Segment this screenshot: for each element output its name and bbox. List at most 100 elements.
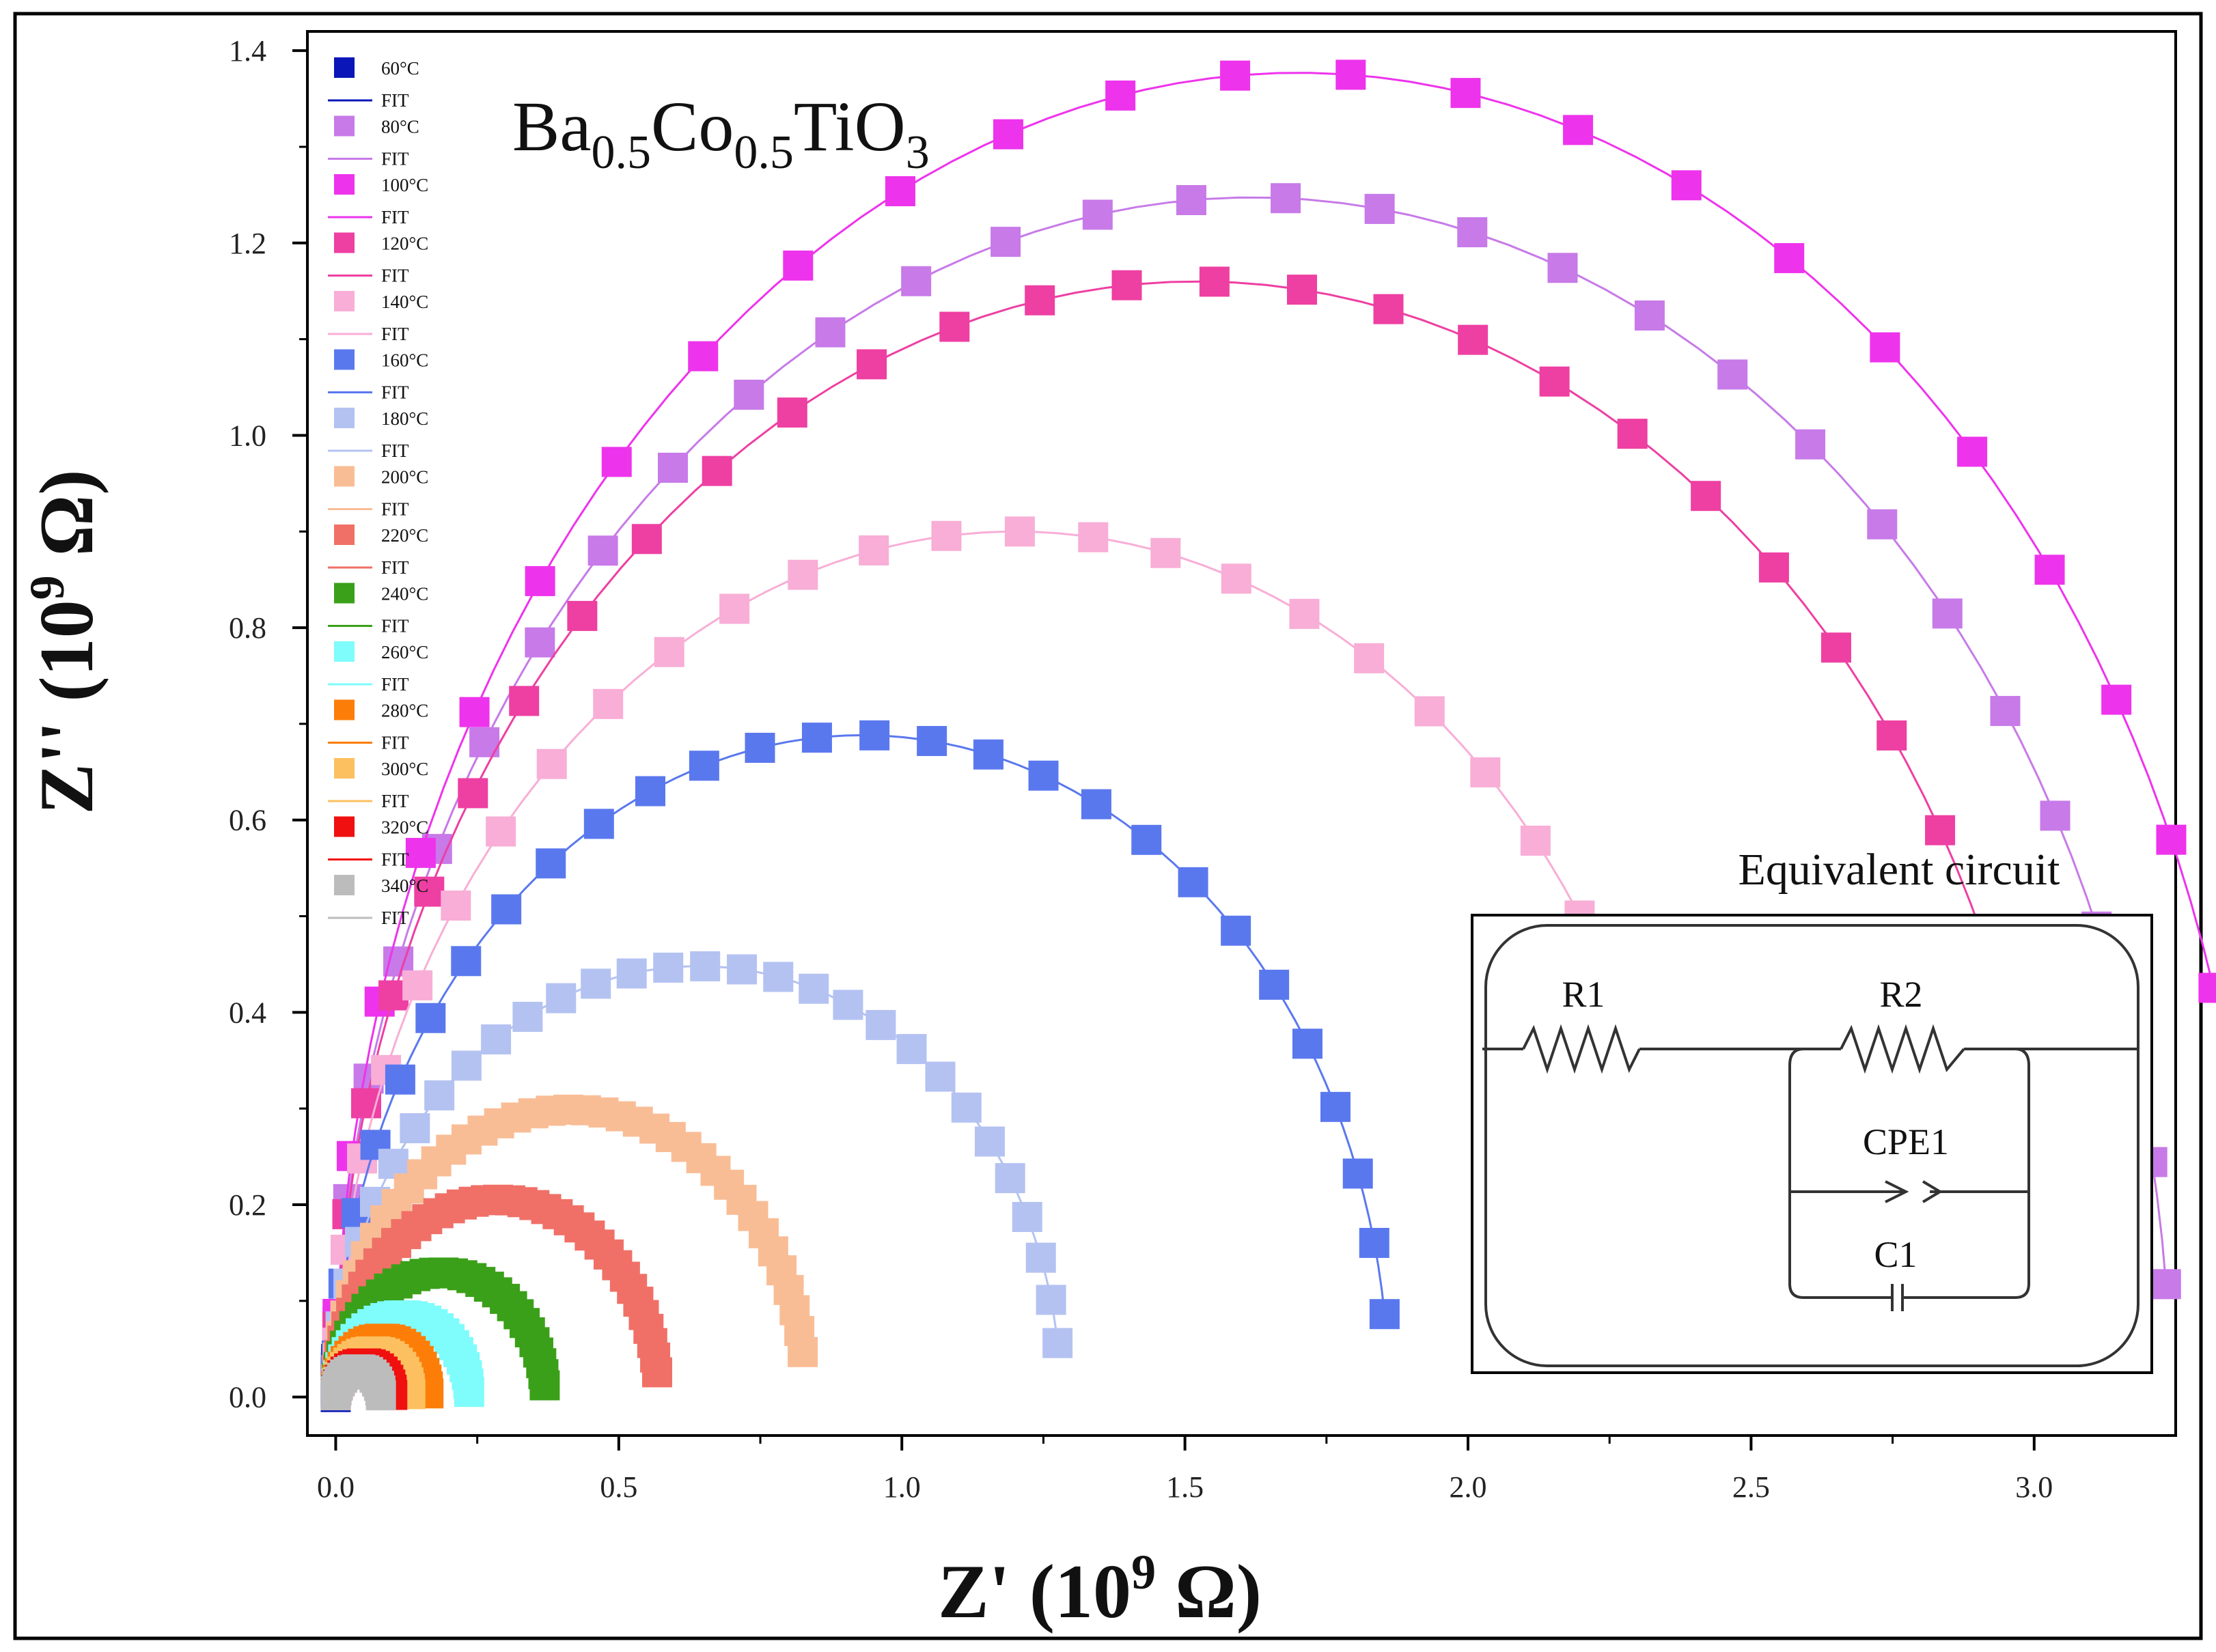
data-point	[951, 1092, 982, 1123]
data-point	[1320, 1091, 1351, 1122]
data-point	[601, 447, 632, 477]
data-point	[993, 119, 1023, 150]
legend-label: 100°C	[381, 175, 428, 195]
data-point	[857, 349, 887, 380]
data-point	[2150, 1269, 2181, 1300]
data-point	[1012, 1202, 1042, 1233]
data-point	[1199, 266, 1230, 297]
data-point	[424, 1080, 455, 1110]
data-point	[1520, 826, 1551, 856]
data-point	[587, 535, 618, 566]
data-point	[567, 600, 598, 631]
fit-line	[336, 72, 2215, 1314]
data-point	[1042, 1328, 1073, 1358]
y-tick-label: 0.8	[229, 611, 266, 645]
parallel-branch	[1788, 1048, 2030, 1299]
legend-fit-label: FIT	[381, 382, 409, 403]
data-point	[654, 636, 684, 667]
data-point	[1036, 1285, 1066, 1315]
data-point	[1289, 598, 1320, 629]
data-point	[1617, 419, 1648, 449]
data-point	[1082, 199, 1113, 230]
data-point	[1867, 509, 1898, 540]
data-point	[917, 726, 947, 757]
circuit-loop	[1484, 924, 2139, 1367]
legend-marker	[334, 524, 355, 545]
data-point	[859, 535, 889, 565]
legend: 60°C FIT 80°C FIT 100°C FIT 120°C FIT 140°C FIT 16…	[328, 57, 428, 928]
data-point	[1028, 760, 1059, 791]
legend-marker	[334, 583, 355, 604]
legend-marker	[334, 758, 355, 779]
data-point	[1925, 815, 1956, 845]
data-point	[415, 1003, 446, 1033]
data-point	[719, 593, 750, 624]
data-point	[973, 739, 1003, 770]
data-point	[402, 970, 433, 1000]
data-point	[536, 848, 566, 879]
data-point	[1990, 696, 2021, 727]
y-tick-label: 1.0	[229, 419, 266, 452]
legend-fit-label: FIT	[381, 149, 409, 169]
series-220°C	[320, 1184, 672, 1400]
data-point	[1271, 183, 1301, 214]
series-200°C	[321, 1094, 818, 1395]
data-point	[1539, 366, 1570, 397]
data-point	[1176, 185, 1206, 216]
data-point	[1634, 300, 1665, 331]
data-point	[1414, 696, 1445, 727]
data-point	[2040, 800, 2070, 831]
x-tick-label: 2.5	[1732, 1470, 1770, 1504]
series-layer	[320, 59, 2216, 1412]
legend-fit-label: FIT	[381, 207, 409, 227]
data-point	[799, 973, 829, 1004]
data-point	[458, 778, 488, 809]
data-point	[546, 983, 577, 1013]
data-point	[1691, 481, 1721, 512]
x-tick-label: 0.5	[600, 1470, 637, 1504]
data-point	[1450, 78, 1481, 109]
legend-label: 120°C	[381, 234, 428, 254]
data-point	[783, 250, 814, 281]
data-point	[1354, 643, 1385, 673]
data-point	[1758, 552, 1789, 583]
legend-label: 240°C	[381, 584, 428, 604]
data-point	[1335, 59, 1366, 90]
data-point	[405, 837, 436, 868]
legend-fit-label: FIT	[381, 733, 409, 753]
data-point	[859, 720, 890, 751]
data-point	[631, 524, 662, 555]
data-point	[1717, 359, 1748, 390]
data-point	[734, 380, 764, 410]
legend-fit-label: FIT	[381, 324, 409, 344]
data-point	[974, 1126, 1005, 1157]
data-point	[454, 1377, 484, 1408]
y-tick-label: 1.2	[229, 227, 266, 260]
data-point	[583, 809, 614, 839]
fit-line	[335, 530, 1687, 1343]
legend-label: 160°C	[381, 350, 428, 371]
legend-marker	[334, 349, 355, 370]
legend-marker	[334, 291, 355, 311]
legend-label: 140°C	[381, 292, 428, 312]
x-axis-ticks: 0.0 0.5 1.0 1.5 2.0 2.5 3.0	[317, 1436, 2053, 1504]
data-point	[441, 890, 471, 921]
data-point	[1457, 217, 1488, 248]
inset-title: Equivalent circuit	[1739, 845, 2060, 895]
data-point	[815, 317, 846, 348]
data-point	[1470, 757, 1501, 787]
capacitor-c1	[1865, 1284, 1926, 1311]
x-tick-label: 3.0	[2015, 1470, 2053, 1504]
data-point	[1373, 294, 1404, 324]
data-point	[486, 816, 516, 847]
data-point	[2101, 684, 2132, 715]
y-tick-label: 1.4	[229, 34, 266, 68]
legend-marker	[334, 408, 355, 428]
fit-line	[336, 280, 2054, 1328]
data-point	[459, 697, 490, 727]
legend-label: 80°C	[381, 117, 419, 137]
data-point	[641, 1357, 672, 1388]
data-point	[1820, 632, 1851, 663]
legend-fit-label: FIT	[381, 908, 409, 928]
legend-marker	[334, 174, 355, 195]
